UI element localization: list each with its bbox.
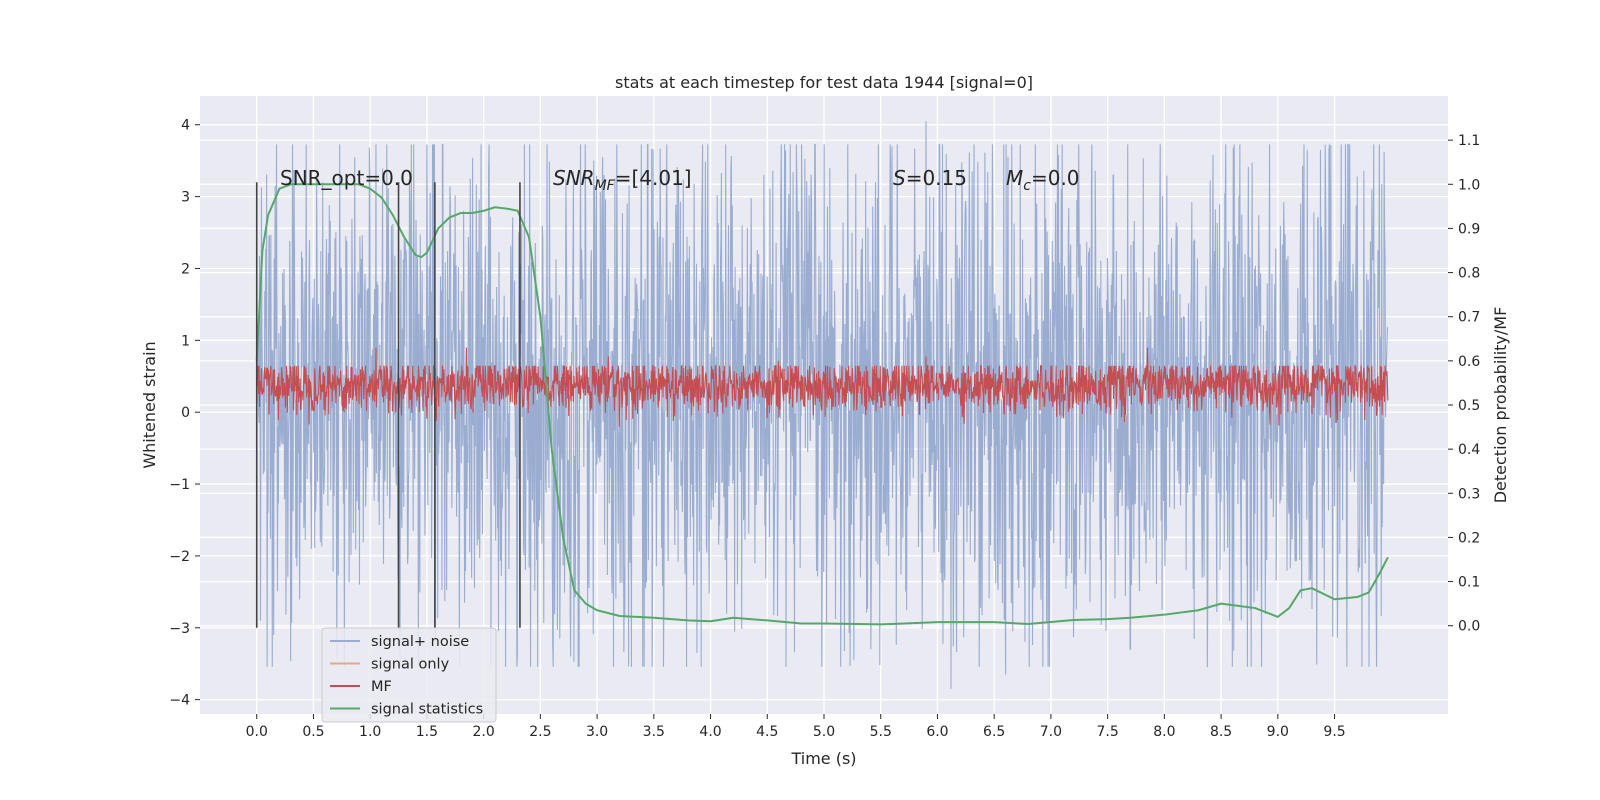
x-tick-label-3: 1.5	[416, 724, 438, 740]
annotation-s: S=0.15	[893, 166, 967, 190]
x-tick-label-16: 8.0	[1153, 724, 1175, 740]
x-tick-label-6: 3.0	[586, 724, 608, 740]
series-signal-noise	[256, 121, 1389, 689]
y-right-tick-label-9: 0.9	[1458, 221, 1480, 237]
series-layer	[255, 121, 1389, 689]
y-right-tick-label-11: 1.1	[1458, 133, 1480, 149]
x-tick-label-1: 0.5	[302, 724, 324, 740]
y-right-tick-label-7: 0.7	[1458, 310, 1480, 326]
vertical-markers	[255, 182, 521, 628]
y-axis-right-label: Detection probability/MF	[1491, 307, 1510, 504]
legend-label-signal-statistics: signal statistics	[371, 702, 483, 718]
x-tick-label-18: 9.0	[1267, 724, 1289, 740]
x-tick-label-0: 0.0	[246, 724, 268, 740]
x-axis-ticks: 0.0 0.5 1.0 1.5 2.0 2.5 3.0 3.5 4.0 4.5 5.0 5.5 6.0 6…	[246, 714, 1346, 740]
y-axis-ticks: −4 −3 −2 −1 0 1 2 3 4	[169, 118, 200, 709]
y-tick-label-8: 4	[181, 118, 190, 134]
y-right-tick-label-4: 0.4	[1458, 442, 1480, 458]
y-right-tick-label-1: 0.1	[1458, 575, 1480, 591]
legend-frame	[321, 627, 497, 723]
y-right-tick-label-6: 0.6	[1458, 354, 1480, 370]
y-right-tick-label-2: 0.2	[1458, 530, 1480, 546]
series-signal-statistics	[255, 183, 1389, 626]
x-tick-label-8: 4.0	[699, 724, 721, 740]
legend-label-mf: MF	[371, 679, 392, 695]
annotation-mc: Mc=0.0	[1006, 166, 1080, 194]
x-tick-label-10: 5.0	[813, 724, 835, 740]
x-tick-label-13: 6.5	[983, 724, 1005, 740]
legend-label-signal-noise: signal+ noise	[371, 634, 469, 650]
x-tick-label-15: 7.5	[1097, 724, 1119, 740]
annotation-snr-opt: SNR_opt=0.0	[280, 166, 413, 190]
x-tick-label-2: 1.0	[359, 724, 381, 740]
x-tick-label-14: 7.0	[1040, 724, 1062, 740]
x-tick-label-9: 4.5	[756, 724, 778, 740]
y-axis-label: Whitened strain	[140, 341, 159, 468]
y-tick-label-7: 3	[181, 190, 190, 206]
y-tick-label-5: 1	[181, 333, 190, 349]
annotation-snr-mf: SNRMF=[4.01]	[553, 166, 692, 194]
y-tick-label-4: 0	[181, 405, 190, 421]
x-tick-label-5: 2.5	[529, 724, 551, 740]
x-tick-label-19: 9.5	[1323, 724, 1345, 740]
y-tick-label-2: −2	[169, 549, 190, 565]
y-right-tick-label-8: 0.8	[1458, 266, 1480, 282]
y-right-tick-label-0: 0.0	[1458, 619, 1480, 635]
y-tick-label-3: −1	[169, 477, 190, 493]
y-tick-label-1: −3	[169, 621, 190, 637]
x-tick-label-12: 6.0	[926, 724, 948, 740]
annotations: SNR_opt=0.0 SNRMF=[4.01] S=0.15 Mc=0.0	[280, 166, 1080, 194]
x-tick-label-17: 8.5	[1210, 724, 1232, 740]
y-axis-right-ticks: 0.0 0.1 0.2 0.3 0.4 0.5 0.6 0.7 0.8 0.9 1.0 1.1	[1448, 133, 1480, 635]
x-tick-label-4: 2.0	[473, 724, 495, 740]
y-right-tick-label-5: 0.5	[1458, 398, 1480, 414]
y-tick-label-6: 2	[181, 261, 190, 277]
y-right-tick-label-3: 0.3	[1458, 486, 1480, 502]
legend: signal+ noise signal only MF signal statist…	[321, 627, 497, 723]
series-mf	[256, 347, 1389, 427]
x-tick-label-11: 5.5	[870, 724, 892, 740]
y-right-tick-label-10: 1.0	[1458, 177, 1480, 193]
x-tick-label-7: 3.5	[643, 724, 665, 740]
x-axis-label: Time (s)	[790, 749, 856, 768]
chart-title: stats at each timestep for test data 194…	[615, 73, 1033, 92]
y-tick-label-0: −4	[169, 693, 190, 709]
legend-label-signal-only: signal only	[371, 657, 450, 673]
